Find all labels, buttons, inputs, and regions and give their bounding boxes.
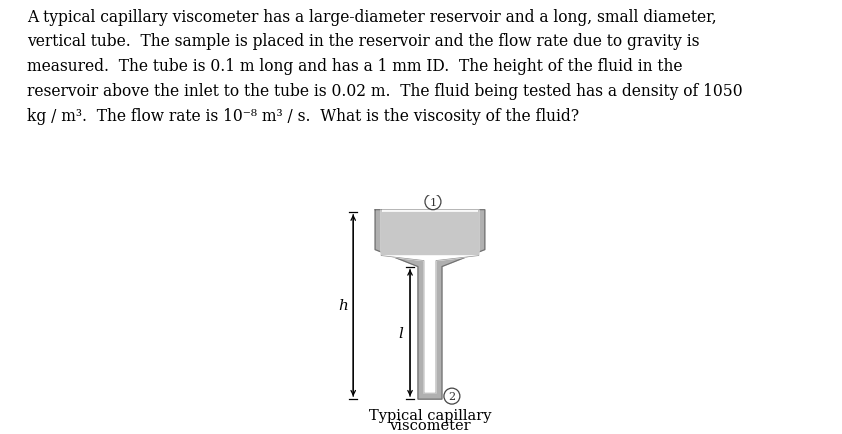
Text: Typical capillary: Typical capillary — [369, 408, 491, 422]
Circle shape — [425, 194, 441, 210]
Text: l: l — [398, 326, 403, 340]
Text: 1: 1 — [429, 197, 436, 207]
Text: h: h — [338, 299, 349, 312]
Polygon shape — [382, 212, 477, 254]
Text: A typical capillary viscometer has a large-diameter reservoir and a long, small : A typical capillary viscometer has a lar… — [27, 9, 743, 125]
Polygon shape — [381, 210, 479, 393]
Circle shape — [444, 388, 460, 404]
Text: 2: 2 — [448, 391, 456, 401]
Text: viscometer: viscometer — [389, 418, 471, 432]
Polygon shape — [376, 210, 485, 399]
